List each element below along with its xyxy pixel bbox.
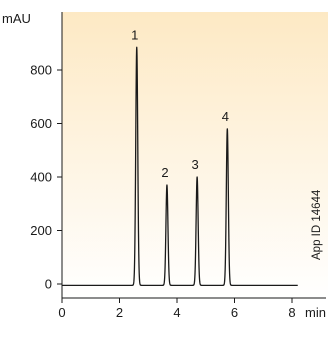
peak-label-1: 1: [131, 27, 138, 42]
peak-label-4: 4: [222, 109, 229, 124]
y-axis-ticks: 0 200 400 600 800: [30, 63, 62, 292]
x-tick-label: 0: [58, 305, 65, 320]
x-tick-label: 4: [173, 305, 180, 320]
peak-label-3: 3: [192, 157, 199, 172]
y-tick-label: 0: [45, 277, 52, 292]
x-axis-ticks: 0 2 4 6 8: [58, 298, 296, 320]
y-tick-label: 600: [30, 116, 52, 131]
y-tick-label: 400: [30, 170, 52, 185]
x-tick-label: 6: [231, 305, 238, 320]
x-tick-label: 2: [116, 305, 123, 320]
x-tick-label: 8: [288, 305, 295, 320]
y-axis-unit: mAU: [2, 11, 31, 26]
app-id-annotation: App ID 14644: [311, 189, 323, 260]
y-tick-label: 800: [30, 63, 52, 78]
x-axis-unit: min: [305, 305, 326, 320]
chromatogram-trace: [61, 46, 299, 286]
peak-labels: 1 2 3 4: [131, 27, 229, 180]
y-tick-label: 200: [30, 223, 52, 238]
peak-label-2: 2: [161, 165, 168, 180]
